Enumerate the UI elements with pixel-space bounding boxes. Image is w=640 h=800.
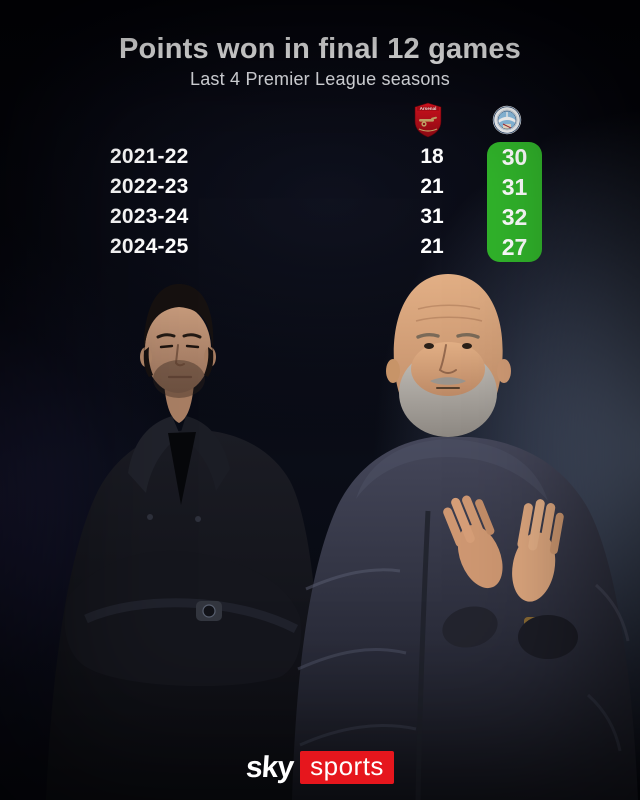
points-table: 2021-22 18 30 2022-23 21 31 2023-24 31 3… [0, 142, 640, 262]
city-highlight-pill [487, 142, 542, 262]
city-points: 32 [501, 204, 528, 230]
city-points: 27 [501, 234, 528, 260]
managers-photo [46, 274, 638, 800]
table-row: 2021-22 18 30 [0, 142, 640, 172]
sports-wordmark: sports [300, 751, 394, 784]
man-city-crest-icon [492, 105, 522, 135]
arsenal-points: 18 [420, 145, 444, 168]
season-label: 2023-24 [110, 205, 189, 228]
arsenal-points: 21 [420, 235, 444, 258]
arsenal-points: 21 [420, 175, 444, 198]
svg-text:Arsenal: Arsenal [420, 106, 437, 111]
clapping-hands [442, 495, 578, 659]
man-city-manager-figure [292, 274, 638, 800]
arsenal-points: 31 [420, 205, 444, 228]
table-row: 2024-25 21 27 [0, 232, 640, 262]
arsenal-manager-figure [46, 284, 321, 800]
city-points: 30 [501, 144, 528, 170]
page-subtitle: Last 4 Premier League seasons [190, 69, 450, 89]
city-points: 31 [501, 174, 528, 200]
table-row: 2022-23 21 31 [0, 172, 640, 202]
season-label: 2022-23 [110, 175, 189, 198]
arsenal-crest-icon: Arsenal [414, 102, 442, 138]
table-row: 2023-24 31 32 [0, 202, 640, 232]
sky-sports-logo: sky sports [0, 751, 640, 784]
page-title: Points won in final 12 games [118, 33, 521, 65]
season-label: 2021-22 [110, 145, 189, 168]
sky-wordmark: sky [244, 750, 295, 784]
season-label: 2024-25 [110, 235, 189, 258]
